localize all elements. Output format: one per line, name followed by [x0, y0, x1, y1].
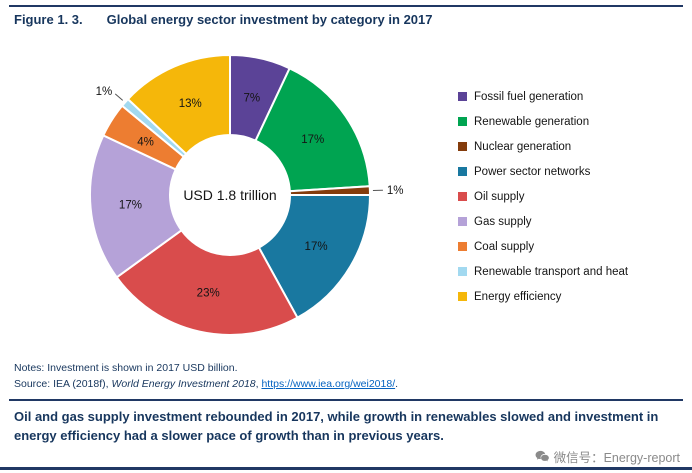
donut-slice-oil-supply [115, 228, 299, 336]
figure-source: Source: IEA (2018f), World Energy Invest… [14, 378, 398, 390]
donut-slice-energy-efficiency [126, 53, 231, 156]
legend-item-fossil-fuel-generation: Fossil fuel generation [458, 84, 628, 109]
legend-item-nuclear-generation: Nuclear generation [458, 134, 628, 159]
slice-percent-label-oil-supply: 23% [197, 288, 220, 300]
legend-label: Energy efficiency [474, 290, 562, 303]
legend-swatch [458, 92, 467, 101]
donut-center-label: USD 1.8 trillion [183, 187, 276, 203]
legend-swatch [458, 267, 467, 276]
legend-label: Renewable transport and heat [474, 265, 629, 278]
donut-slice-gas-supply [89, 134, 183, 279]
legend-label: Renewable generation [474, 115, 590, 128]
figure-notes: Notes: Investment is shown in 2017 USD b… [14, 362, 238, 374]
wechat-icon [535, 450, 549, 463]
source-prefix: Source: IEA (2018f), [14, 378, 112, 390]
legend-label: Nuclear generation [474, 140, 572, 153]
slice-percent-label-energy-efficiency: 13% [179, 98, 202, 110]
legend-swatch [458, 167, 467, 176]
source-suffix: . [395, 378, 399, 390]
legend-label: Coal supply [474, 240, 535, 253]
donut-chart: USD 1.8 trillion 7% 17% 1% 17% 23% 17% 4% 1% 13% [89, 53, 404, 336]
legend-swatch [458, 117, 467, 126]
legend-item-gas-supply: Gas supply [458, 209, 628, 234]
legend-swatch [458, 217, 467, 226]
legend-label: Power sector networks [474, 165, 591, 178]
legend-item-power-sector-networks: Power sector networks [458, 159, 628, 184]
slice-percent-label-renewable-generation: 17% [301, 134, 324, 146]
legend-item-oil-supply: Oil supply [458, 184, 628, 209]
figure-title: Global energy sector investment by categ… [106, 12, 433, 27]
figure-caption: Figure 1. 3. Global energy sector invest… [14, 12, 433, 27]
source-work-title: World Energy Investment 2018 [111, 378, 256, 390]
source-link[interactable]: https://www.iea.org/wei2018/ [261, 378, 396, 390]
slice-percent-label-renewable-transport-and-heat: 1% [96, 86, 113, 98]
legend-label: Oil supply [474, 190, 525, 203]
slice-percent-label-power-sector-networks: 17% [305, 241, 328, 253]
slice-percent-label-nuclear-generation: 1% [387, 185, 404, 197]
source-separator: , [255, 378, 262, 390]
chart-legend: Fossil fuel generation Renewable generati… [458, 84, 628, 309]
legend-item-renewable-generation: Renewable generation [458, 109, 628, 134]
legend-item-energy-efficiency: Energy efficiency [458, 284, 628, 309]
donut-slice-renewable-generation [254, 66, 371, 193]
watermark-text: 微信号：Energy-report [553, 451, 680, 465]
legend-swatch [458, 242, 467, 251]
legend-swatch [458, 292, 467, 301]
watermark: 微信号：Energy-report [535, 447, 680, 466]
slice-leader-line [114, 93, 124, 101]
mid-rule [9, 399, 683, 401]
legend-swatch [458, 192, 467, 201]
summary-text: Oil and gas supply investment rebounded … [14, 409, 659, 443]
slice-percent-label-fossil-fuel-generation: 7% [243, 92, 260, 104]
donut-slice-power-sector-networks [257, 194, 372, 320]
legend-label: Gas supply [474, 215, 532, 228]
slice-percent-label-coal-supply: 4% [137, 136, 154, 148]
legend-item-coal-supply: Coal supply [458, 234, 628, 259]
slice-percent-label-gas-supply: 17% [119, 199, 142, 211]
legend-item-renewable-transport-and-heat: Renewable transport and heat [458, 259, 628, 284]
bottom-rule [0, 467, 692, 470]
legend-label: Fossil fuel generation [474, 90, 584, 103]
top-rule [9, 5, 683, 7]
legend-swatch [458, 142, 467, 151]
figure-number: Figure 1. 3. [14, 12, 83, 27]
